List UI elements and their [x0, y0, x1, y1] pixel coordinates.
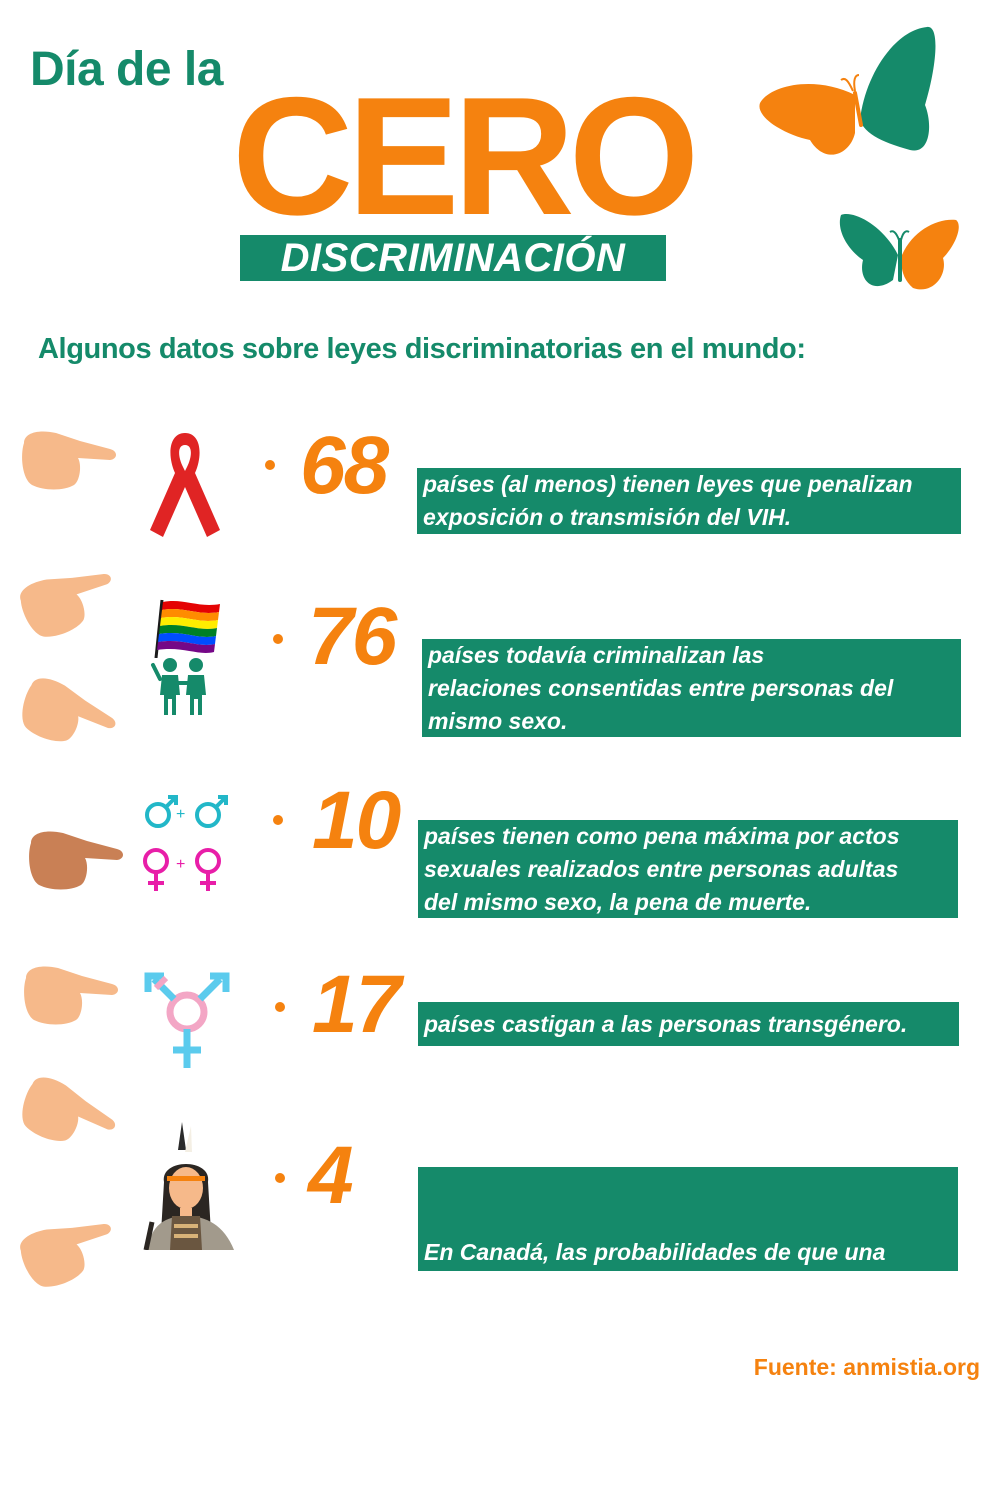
subtitle: Algunos datos sobre leyes discriminatori…: [38, 333, 806, 365]
fact-text-line: superior a la de cualquier otra mujer.: [424, 1437, 827, 1463]
pointing-hand-icon: [14, 555, 124, 645]
fact-number: 17: [312, 959, 401, 1050]
fact-text-line: países castigan a las personas transgéne…: [424, 1011, 908, 1037]
butterfly-icon: [759, 26, 936, 155]
title-main: CERO: [232, 62, 699, 250]
pointing-hand-icon: [24, 966, 118, 1025]
fact-text-line: mismo sexo.: [428, 708, 568, 734]
indigenous-woman-icon: [143, 1122, 234, 1250]
fact-text-line: países (al menos) tienen leyes que penal…: [423, 471, 913, 497]
bullet-dot: [275, 1002, 285, 1012]
fact-text-line: del mismo sexo, la pena de muerte.: [424, 889, 812, 915]
butterfly-icon: [839, 214, 959, 290]
pointing-hand-icon: [14, 1072, 123, 1160]
fact-text-line: relaciones consentidas entre personas de…: [428, 675, 894, 701]
pointing-hand-icon: [15, 673, 123, 758]
title-band: DISCRIMINACIÓN: [240, 235, 666, 281]
pointing-hand-icon: [14, 1205, 124, 1295]
fact-text-line: países todavía criminalizan las: [428, 642, 765, 668]
fact-number: 10: [312, 775, 401, 866]
transgender-symbol-icon: [144, 972, 230, 1068]
plus-symbol: +: [176, 806, 186, 823]
fact-text-line: sexuales realizados entre personas adult…: [424, 856, 899, 882]
source-credit: Fuente: anmistia.org: [753, 1354, 980, 1380]
bullet-dot: [273, 815, 283, 825]
fact-text-box: países (al menos) tienen leyes que penal…: [417, 468, 961, 534]
fact-text-box: países castigan a las personas transgéne…: [418, 1002, 959, 1046]
bullet-dot: [265, 460, 275, 470]
fact-text-line: En Canadá, las probabilidades de que una: [424, 1239, 886, 1265]
plus-symbol: +: [176, 856, 186, 873]
fact-text-line: exposición o transmisión del VIH.: [423, 504, 792, 530]
title-prefix: Día de la: [30, 43, 223, 96]
male-couple-symbol-icon: [145, 795, 228, 828]
fact-text-line: mujer indígena muera asesinada es 4 vece…: [424, 1338, 903, 1364]
male-couple-symbol-icon: [151, 658, 206, 715]
fact-text-box: países todavía criminalizan las relacion…: [422, 639, 961, 737]
fact-text-box: países tienen como pena máxima por actos…: [418, 820, 958, 918]
female-couple-symbol-icon: [143, 848, 221, 891]
bullet-dot: [275, 1173, 285, 1183]
bullet-dot: [273, 634, 283, 644]
fact-text-line: países tienen como pena máxima por actos: [424, 823, 900, 849]
fact-text-box: En Canadá, las probabilidades de que una…: [418, 1167, 958, 1463]
pointing-hand-icon: [22, 431, 116, 490]
rainbow-flag-icon: [154, 599, 220, 658]
aids-ribbon-icon: [150, 433, 220, 537]
fact-number: 4: [308, 1130, 354, 1221]
fact-number: 76: [308, 591, 397, 682]
pointing-hand-icon: [29, 831, 123, 890]
fact-number: 68: [300, 420, 389, 511]
